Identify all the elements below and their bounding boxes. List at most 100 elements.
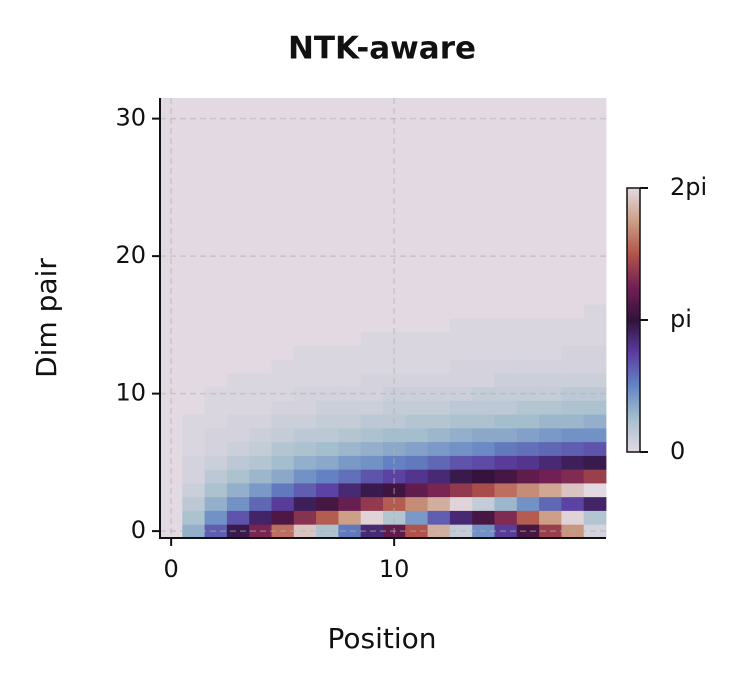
heat-cell <box>494 98 518 113</box>
heat-cell <box>516 414 540 429</box>
heat-cell <box>494 290 518 305</box>
heat-cell <box>316 359 339 374</box>
heat-cell <box>449 345 473 360</box>
heat-cell <box>405 221 428 236</box>
heat-cell <box>583 428 607 443</box>
heat-cell <box>316 153 339 168</box>
heat-cell <box>449 194 473 209</box>
heat-cell <box>383 139 406 154</box>
heat-cell <box>561 153 585 168</box>
heat-cell <box>583 125 607 140</box>
heat-cell <box>204 304 228 319</box>
heat-cell <box>226 263 250 278</box>
heat-cell <box>226 194 250 209</box>
heat-cell <box>360 455 384 470</box>
heat-cell <box>472 98 495 113</box>
heat-cell <box>516 290 540 305</box>
heat-cell <box>226 304 250 319</box>
heat-cell <box>405 414 428 429</box>
heat-cell <box>249 304 272 319</box>
heat-cell <box>449 290 473 305</box>
heat-cell <box>226 510 250 525</box>
heat-cell <box>583 318 607 333</box>
heat-cell <box>316 441 339 456</box>
heat-cell <box>516 483 540 498</box>
heat-cell <box>539 221 562 236</box>
heat-cell <box>360 345 384 360</box>
heat-cell <box>561 235 585 250</box>
heat-cell <box>583 359 607 374</box>
heat-cell <box>249 125 272 140</box>
heat-cell <box>427 125 451 140</box>
heat-cell <box>449 469 473 484</box>
heat-cell <box>427 304 451 319</box>
heat-cell <box>182 331 205 346</box>
heat-cell <box>360 221 384 236</box>
heat-cell <box>539 496 562 511</box>
heat-cell <box>182 235 205 250</box>
heat-cell <box>383 359 406 374</box>
heat-cell <box>293 441 317 456</box>
heatmap <box>160 98 607 539</box>
heat-cell <box>516 400 540 415</box>
heat-cell <box>561 194 585 209</box>
heat-cell <box>539 331 562 346</box>
heat-cell <box>583 276 607 291</box>
heat-cell <box>427 249 451 264</box>
heat-cell <box>182 510 205 525</box>
heat-cell <box>293 194 317 209</box>
heat-cell <box>316 331 339 346</box>
heat-cell <box>494 359 518 374</box>
heat-cell <box>226 400 250 415</box>
heat-cell <box>160 139 183 154</box>
heat-cell <box>204 469 228 484</box>
heat-cell <box>182 304 205 319</box>
heat-cell <box>383 180 406 195</box>
heat-cell <box>293 235 317 250</box>
heat-cell <box>160 359 183 374</box>
heat-cell <box>316 98 339 113</box>
heat-cell <box>204 276 228 291</box>
heat-cell <box>405 386 428 401</box>
heat-cell <box>360 483 384 498</box>
heat-cell <box>316 455 339 470</box>
heat-cell <box>316 194 339 209</box>
heat-cell <box>293 483 317 498</box>
heat-cell <box>316 125 339 140</box>
heat-cell <box>561 496 585 511</box>
heat-cell <box>583 469 607 484</box>
heat-cell <box>449 318 473 333</box>
heat-cell <box>516 249 540 264</box>
heat-cell <box>516 98 540 113</box>
heat-cell <box>427 510 451 525</box>
heat-cell <box>226 359 250 374</box>
heat-cell <box>405 331 428 346</box>
heat-cell <box>249 441 272 456</box>
heat-cell <box>249 359 272 374</box>
heat-cell <box>583 455 607 470</box>
heat-cell <box>427 496 451 511</box>
heat-cell <box>427 455 451 470</box>
heat-cell <box>293 208 317 223</box>
heat-cell <box>539 180 562 195</box>
heat-cell <box>449 359 473 374</box>
heat-cell <box>360 263 384 278</box>
heat-cell <box>226 153 250 168</box>
heat-cell <box>204 235 228 250</box>
heat-cell <box>338 166 362 181</box>
heat-cell <box>293 263 317 278</box>
heat-cell <box>494 400 518 415</box>
heat-cell <box>271 180 295 195</box>
heat-cell <box>516 455 540 470</box>
heat-cell <box>316 180 339 195</box>
heat-cell <box>249 263 272 278</box>
heat-cell <box>360 208 384 223</box>
heat-cell <box>204 414 228 429</box>
heat-cell <box>293 331 317 346</box>
heat-cell <box>226 483 250 498</box>
heat-cell <box>226 428 250 443</box>
heat-cell <box>338 331 362 346</box>
heat-cell <box>494 414 518 429</box>
heat-cell <box>293 153 317 168</box>
colorbar-tick-label: 2pi <box>670 173 707 201</box>
